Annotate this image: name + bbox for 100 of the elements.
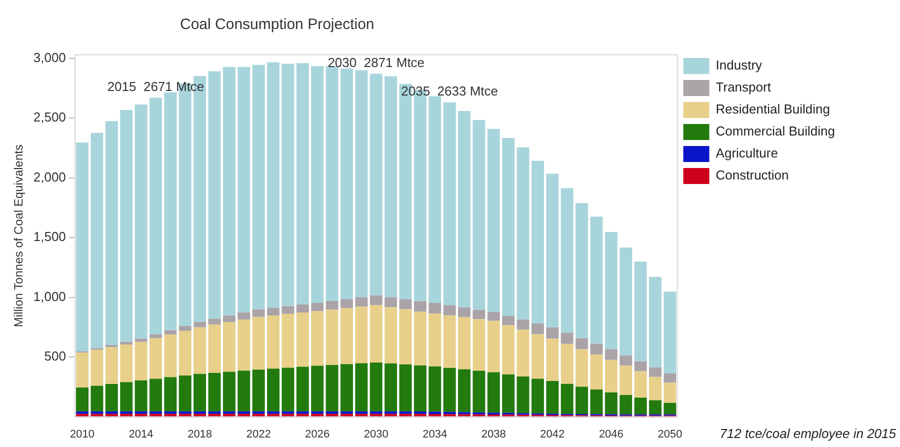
bar xyxy=(238,411,250,414)
bar xyxy=(120,344,133,382)
bar xyxy=(76,388,89,412)
bar xyxy=(164,330,177,335)
bar xyxy=(340,299,353,308)
bar xyxy=(134,338,148,342)
bar xyxy=(267,308,280,316)
bar xyxy=(311,411,324,414)
bar xyxy=(134,104,148,339)
bar xyxy=(105,411,118,414)
y-axis-title: Million Tonnes of Coal Equivalents xyxy=(12,144,26,328)
bar xyxy=(458,369,471,412)
bar xyxy=(472,310,486,320)
bar xyxy=(370,295,382,306)
y-tick-label: 2,000 xyxy=(33,169,66,184)
bar xyxy=(384,76,398,298)
text: 712 tce/coal employee in 2015 xyxy=(720,426,896,441)
bar xyxy=(546,380,559,414)
y-tick-label: 3,000 xyxy=(33,50,66,65)
bar xyxy=(120,411,133,414)
bar xyxy=(604,349,618,360)
bar xyxy=(311,302,324,312)
bar xyxy=(472,319,486,371)
bar xyxy=(194,327,206,374)
x-tick-label: 2022 xyxy=(246,428,271,440)
bar xyxy=(576,349,588,387)
bar xyxy=(516,147,530,320)
bar xyxy=(649,376,662,400)
bar xyxy=(590,344,603,355)
bar xyxy=(428,414,442,417)
bar xyxy=(604,232,618,350)
bar xyxy=(531,160,544,324)
bar xyxy=(238,320,250,371)
bar xyxy=(76,411,89,414)
bar xyxy=(134,411,148,414)
bar xyxy=(604,360,618,392)
x-tick-label: 2014 xyxy=(128,428,154,440)
bar xyxy=(120,342,133,345)
legend-label: Commercial Building xyxy=(716,124,836,139)
bar xyxy=(164,377,177,412)
bar xyxy=(222,66,236,316)
bar xyxy=(208,411,221,414)
bar xyxy=(252,309,265,317)
bar xyxy=(443,102,456,306)
bar xyxy=(649,276,662,368)
bar xyxy=(267,411,280,414)
bar xyxy=(252,411,265,414)
bar xyxy=(252,64,265,310)
bar xyxy=(443,315,456,368)
bar xyxy=(399,299,412,310)
bar xyxy=(238,66,250,312)
bar xyxy=(90,350,104,386)
annotation: 2030 2871 Mtce xyxy=(328,54,425,70)
bar xyxy=(664,374,676,383)
y-tick-label: 1,500 xyxy=(33,229,66,244)
bar xyxy=(443,368,456,412)
bar xyxy=(355,70,368,298)
annotation: 2015 2671 Mtce xyxy=(107,78,204,94)
bar xyxy=(222,411,236,414)
bar xyxy=(487,312,500,321)
bar xyxy=(531,378,544,414)
bar xyxy=(178,375,192,412)
bar xyxy=(76,352,89,388)
bar xyxy=(311,311,324,366)
bar xyxy=(546,338,559,381)
bar xyxy=(487,320,500,372)
bar xyxy=(208,372,221,412)
bar xyxy=(296,312,309,367)
bar xyxy=(134,380,148,412)
bar xyxy=(238,312,250,320)
bar xyxy=(120,382,133,412)
bar xyxy=(222,322,236,372)
bar xyxy=(194,374,206,412)
bar xyxy=(105,347,118,384)
bar xyxy=(252,370,265,412)
bar xyxy=(384,363,398,412)
bar xyxy=(502,374,515,413)
bar xyxy=(340,68,353,300)
bar xyxy=(458,317,471,370)
bar xyxy=(311,366,324,412)
bar xyxy=(222,372,236,412)
bar xyxy=(105,121,118,345)
bar xyxy=(267,368,280,412)
bar xyxy=(296,366,309,412)
bar xyxy=(634,262,647,362)
bar xyxy=(120,110,133,342)
bar xyxy=(194,411,206,414)
bar xyxy=(443,305,456,316)
bar xyxy=(472,370,486,412)
bar xyxy=(267,315,280,369)
bar xyxy=(560,188,574,333)
bar xyxy=(414,365,426,412)
x-tick-label: 2038 xyxy=(481,428,506,440)
bar xyxy=(428,366,442,412)
bar xyxy=(76,142,89,352)
bar xyxy=(340,364,353,412)
bar xyxy=(208,71,221,319)
bar xyxy=(458,307,471,318)
bar xyxy=(355,297,368,307)
bar xyxy=(134,342,148,380)
